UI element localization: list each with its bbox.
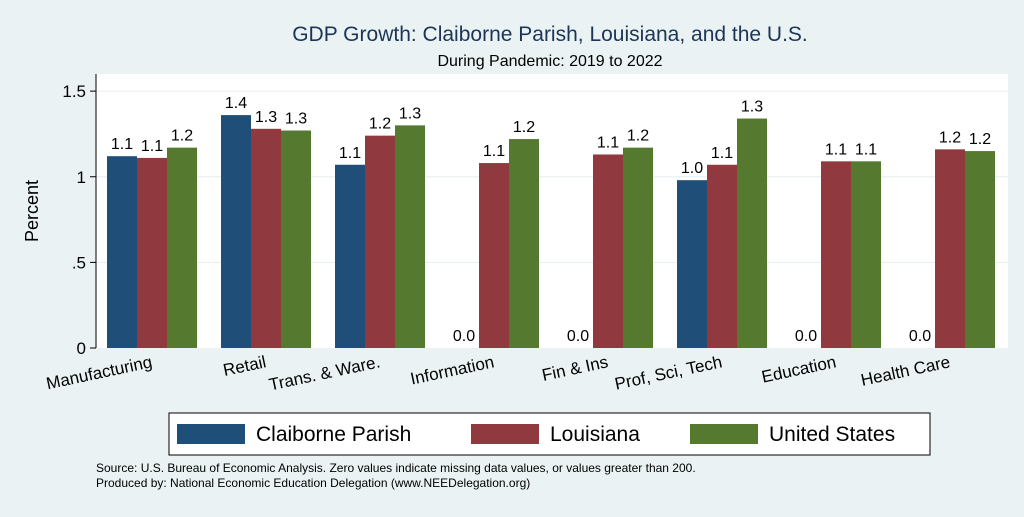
bar [593, 154, 623, 348]
y-axis-label: Percent [22, 180, 42, 242]
data-label: 0.0 [795, 328, 817, 345]
legend-box [168, 412, 931, 456]
source-notes: Source: U.S. Bureau of Economic Analysis… [96, 461, 696, 491]
data-label: 1.0 [681, 160, 703, 177]
data-label: 0.0 [567, 328, 589, 345]
data-label: 1.2 [513, 119, 535, 136]
data-labels-layer: 1.1 1.1 1.2 1.4 1.3 1.3 1.1 1.2 1.3 0.0 1.1 1.2 0.0 1… [111, 95, 991, 345]
y-tick-label: 1.5 [62, 82, 86, 101]
bar [137, 157, 167, 348]
data-label: 1.2 [939, 129, 961, 146]
bar [677, 180, 707, 348]
y-tick-label: 0 [77, 339, 86, 358]
y-tick-label: 1 [77, 168, 86, 187]
legend-label: Claiborne Parish [256, 423, 411, 446]
data-label: 1.2 [171, 128, 193, 145]
legend-swatch [177, 424, 245, 444]
y-tick-label: .5 [72, 253, 86, 272]
bar [509, 139, 539, 348]
data-label: 1.3 [741, 99, 763, 116]
bar [281, 130, 311, 348]
legend-swatch [690, 424, 758, 444]
legend-swatch [471, 424, 539, 444]
data-label: 1.1 [597, 134, 619, 151]
y-axis: 0 .5 1 1.5 [62, 82, 96, 358]
data-label: 1.1 [711, 145, 733, 162]
bar [221, 115, 251, 348]
data-label: 1.2 [369, 116, 391, 133]
data-label: 1.4 [225, 95, 247, 112]
x-tick-label: Fin & Ins [540, 352, 610, 385]
data-label: 1.3 [399, 105, 421, 122]
data-label: 1.3 [285, 111, 307, 128]
legend: Claiborne Parish Louisiana United States [168, 412, 931, 456]
data-label: 1.1 [339, 145, 361, 162]
bar [479, 163, 509, 348]
bar [737, 118, 767, 349]
x-tick-label: Retail [221, 352, 267, 380]
x-tick-label: Health Care [859, 352, 952, 389]
x-tick-label: Information [409, 352, 496, 388]
chart-subtitle: During Pandemic: 2019 to 2022 [437, 53, 662, 70]
x-axis: Manufacturing Retail Trans. & Ware. Informa… [45, 352, 952, 394]
bar [251, 128, 281, 348]
bar [851, 161, 881, 348]
legend-label: United States [769, 423, 895, 446]
legend-label: Louisiana [550, 423, 640, 446]
bar [623, 147, 653, 348]
data-label: 1.3 [255, 109, 277, 126]
bar [395, 125, 425, 348]
bars-layer [107, 115, 995, 349]
data-label: 1.2 [969, 131, 991, 148]
bar [965, 151, 995, 348]
x-tick-label: Education [760, 352, 838, 386]
data-label: 1.1 [141, 138, 163, 155]
source-line: Source: U.S. Bureau of Economic Analysis… [96, 461, 696, 475]
data-label: 0.0 [909, 328, 931, 345]
bar [707, 164, 737, 348]
produced-by-line: Produced by: National Economic Education… [96, 476, 531, 490]
x-tick-label: Trans. & Ware. [267, 352, 382, 394]
data-label: 1.1 [855, 141, 877, 158]
data-label: 1.1 [825, 141, 847, 158]
bar [365, 135, 395, 348]
bar [935, 149, 965, 348]
data-label: 1.1 [483, 143, 505, 160]
chart-title: GDP Growth: Claiborne Parish, Louisiana,… [292, 23, 808, 46]
bar [821, 161, 851, 348]
x-tick-label: Prof, Sci, Tech [613, 352, 724, 393]
data-label: 1.1 [111, 136, 133, 153]
data-label: 0.0 [453, 328, 475, 345]
data-label: 1.2 [627, 128, 649, 145]
bar [107, 156, 137, 348]
bar [335, 164, 365, 348]
bar [167, 147, 197, 348]
x-tick-label: Manufacturing [45, 352, 154, 393]
